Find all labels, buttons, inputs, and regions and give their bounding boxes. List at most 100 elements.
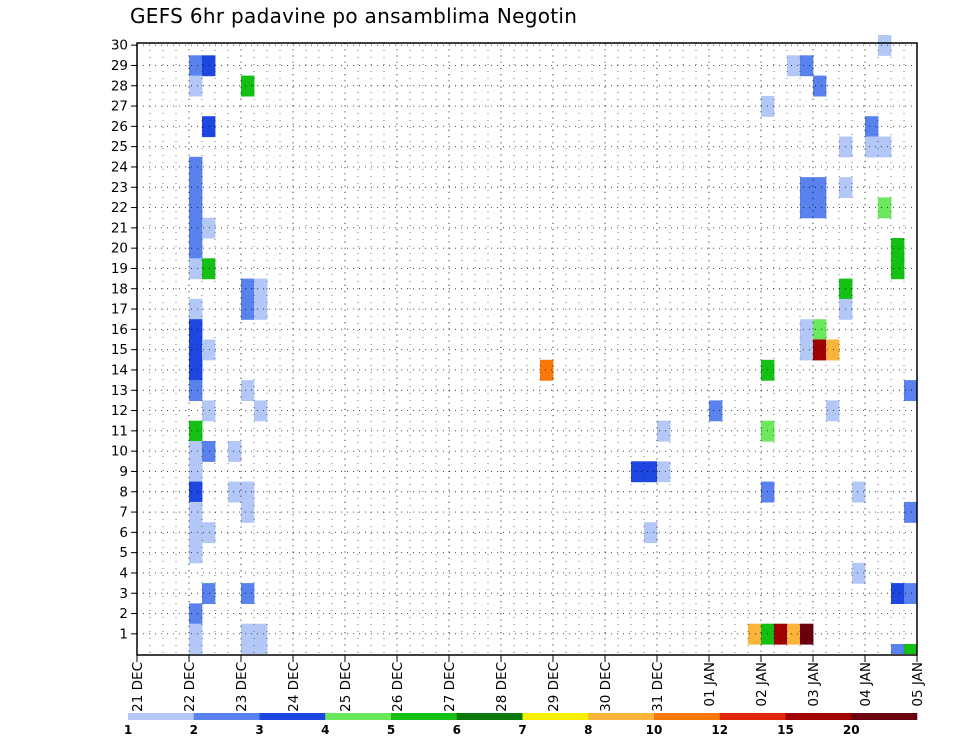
grid-lines [137,43,917,655]
cell-m28-s8 [241,75,255,97]
cell-m16-s51 [800,319,814,341]
cell-m12-s53 [826,400,840,422]
y-tick-label: 10 [111,444,128,460]
cell-m23-s4 [189,177,203,198]
legend-label: 2 [190,723,198,737]
legend-swatch [391,713,458,720]
cell-m10-s5 [202,441,216,462]
cell-m24-s4 [189,156,203,178]
y-tick-label: 12 [111,403,128,419]
cell-m6-s39 [644,522,658,544]
cell-m3-s8 [241,583,255,604]
cell-m1-s8 [241,623,255,645]
cell-m8-s7 [228,481,242,503]
y-tick-label: 17 [111,302,128,318]
cell-m19-s58 [891,258,905,280]
legend-swatch [588,713,655,720]
cell-m9-s40 [657,461,671,483]
y-tick-label: 11 [111,423,128,439]
y-tick-label: 5 [119,545,128,561]
cell-m8-s55 [852,481,866,503]
cell-m17-s8 [241,298,255,320]
cell-m13-s59 [904,380,918,401]
cell-m11-s40 [657,420,671,442]
legend-label: 3 [255,723,263,737]
cell-m11-s4 [189,420,203,442]
cell-m13-s4 [189,380,203,401]
cell-m21-s5 [202,217,216,239]
cell-m25-s57 [878,136,892,158]
cell-m9-s39 [644,461,658,483]
x-tick-label: 21 DEC [130,662,146,712]
legend-swatch [785,713,852,720]
cell-m15-s5 [202,339,216,361]
x-tick-label: 05 JAN [910,662,926,707]
cell-m12-s5 [202,400,216,422]
cell-m3-s59 [904,583,918,604]
cell-m0-s9 [254,644,268,654]
cell-m17-s4 [189,298,203,320]
legend-swatch [851,713,918,720]
cell-m8-s8 [241,481,255,503]
cell-m0-s4 [189,644,203,654]
cell-m9-s38 [631,461,645,483]
cell-m12-s44 [709,400,723,422]
x-axis-labels: 21 DEC 22 DEC 23 DEC 24 DEC 25 DEC 26 DEC 27 D… [130,662,926,712]
x-tick-label: 31 DEC [650,662,666,712]
cell-m14-s4 [189,359,203,381]
x-tick-label: 26 DEC [390,662,406,712]
cell-m15-s53 [826,339,840,361]
precipitation-cells [189,35,918,654]
legend-label: 1 [124,723,132,737]
cell-m15-s52 [813,339,827,361]
x-tick-label: 27 DEC [442,662,458,712]
x-tick-label: 02 JAN [754,662,770,707]
y-tick-label: 15 [111,342,128,358]
cell-m7-s8 [241,501,255,523]
x-tick-label: 03 JAN [806,662,822,707]
y-tick-label: 26 [111,119,128,135]
legend-swatch [128,713,195,720]
y-tick-label: 24 [111,159,128,175]
cell-m25-s56 [865,136,879,158]
cell-m26-s56 [865,116,879,138]
cell-m0-s59 [904,644,918,654]
cell-m1-s50 [787,623,801,645]
cell-m19-s5 [202,258,216,280]
cell-m3-s5 [202,583,216,604]
y-tick-label: 30 [111,38,128,54]
y-tick-label: 13 [111,383,128,399]
color-legend: 1 2 3 4 5 6 7 8 10 12 15 20 [124,713,918,737]
legend-swatch [522,713,589,720]
cell-m1-s47 [748,623,762,645]
cell-m3-s58 [891,583,905,604]
y-tick-label: 7 [119,505,128,521]
legend-label: 10 [646,723,663,737]
cell-m1-s9 [254,623,268,645]
cell-m1-s51 [800,623,814,645]
cell-m7-s59 [904,501,918,523]
x-tick-label: 28 DEC [494,662,510,712]
y-tick-label: 27 [111,99,128,115]
y-tick-label: 14 [111,362,128,378]
legend-swatch [259,713,326,720]
y-tick-label: 4 [119,565,128,581]
cell-m1-s49 [774,623,788,645]
legend-swatch [654,713,721,720]
y-tick-label: 23 [111,180,128,196]
y-tick-label: 1 [119,626,128,642]
y-tick-label: 29 [111,58,128,74]
legend-label: 8 [584,723,592,737]
cell-m1-s4 [189,623,203,645]
cell-m19-s4 [189,258,203,280]
cell-m22-s51 [800,197,814,219]
cell-m23-s52 [813,177,827,198]
legend-label: 7 [518,723,526,737]
legend-label: 12 [711,723,728,737]
cell-m29-s50 [787,55,801,77]
cell-m28-s4 [189,75,203,97]
cell-m22-s52 [813,197,827,219]
x-tick-label: 22 DEC [182,662,198,712]
cell-m20-s4 [189,238,203,259]
